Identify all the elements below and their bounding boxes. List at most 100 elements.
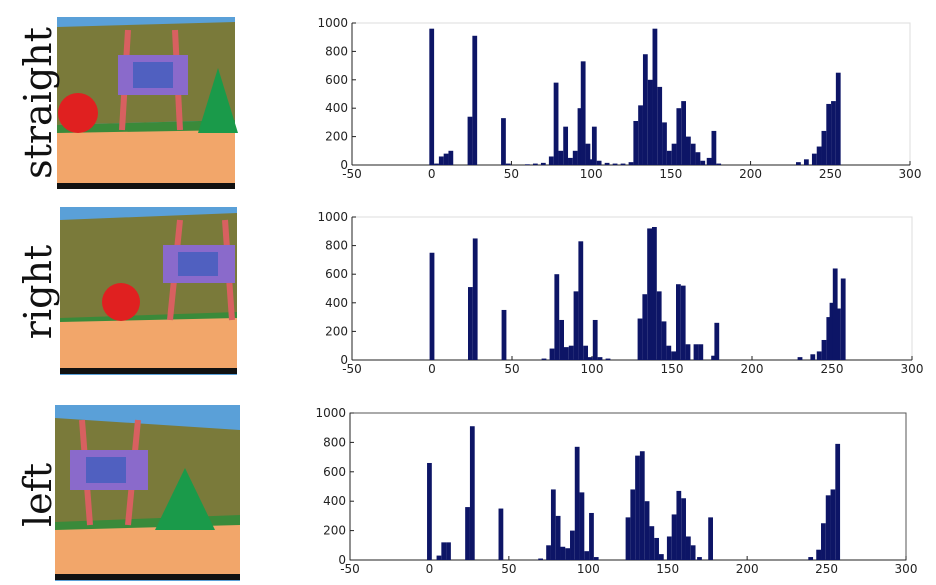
bar — [635, 455, 640, 560]
bar — [830, 489, 836, 560]
bar — [821, 523, 826, 560]
row-label: right — [16, 245, 60, 339]
bar — [570, 530, 575, 560]
y-tick-label: 400 — [325, 101, 348, 115]
x-tick-label: -50 — [342, 167, 362, 181]
bar — [706, 157, 712, 165]
y-tick-label: 0 — [338, 553, 346, 567]
bar — [429, 28, 435, 166]
bar — [578, 241, 584, 360]
x-tick-label: 200 — [741, 362, 764, 376]
bar — [554, 274, 560, 360]
bar — [573, 291, 579, 360]
y-tick-label: 200 — [325, 130, 348, 144]
bar — [553, 82, 559, 165]
bar — [836, 308, 841, 360]
x-tick-label: 150 — [661, 362, 684, 376]
bar — [538, 558, 544, 560]
bar — [548, 156, 554, 165]
bar — [676, 108, 682, 165]
bar — [690, 143, 696, 165]
bar — [658, 554, 664, 560]
bar — [676, 284, 681, 360]
x-tick-label: 0 — [428, 362, 436, 376]
bar — [639, 451, 645, 560]
bar — [835, 72, 841, 165]
bar — [716, 163, 722, 165]
x-tick-label: 150 — [659, 167, 682, 181]
x-tick-label: 100 — [577, 562, 600, 576]
bar — [816, 351, 822, 360]
x-tick-label: 250 — [815, 562, 838, 576]
bar — [816, 146, 822, 165]
row-label: left — [16, 463, 60, 527]
bar — [714, 322, 720, 360]
bar — [592, 319, 598, 360]
bar — [584, 551, 590, 560]
y-tick-label: 600 — [325, 73, 348, 87]
bar — [577, 108, 583, 165]
bar — [588, 357, 593, 360]
y-tick-label: 200 — [323, 524, 346, 538]
bar — [465, 507, 470, 560]
x-tick-label: 0 — [428, 167, 436, 181]
x-tick-label: 150 — [656, 562, 679, 576]
y-tick-label: 1000 — [317, 210, 348, 224]
bar — [803, 159, 809, 165]
bar — [642, 54, 648, 165]
x-tick-label: 50 — [504, 167, 519, 181]
bar — [550, 489, 556, 560]
bar — [540, 162, 546, 165]
bar — [671, 143, 677, 165]
bar — [448, 150, 454, 165]
y-tick-label: 400 — [323, 494, 346, 508]
bar — [680, 285, 686, 360]
bar — [560, 546, 566, 560]
bar — [434, 163, 439, 165]
bar — [427, 462, 432, 560]
bar — [630, 489, 636, 560]
bar — [711, 130, 717, 165]
bar — [816, 549, 822, 560]
x-tick-label: 50 — [501, 562, 516, 576]
bar — [498, 508, 504, 560]
bar — [700, 160, 706, 165]
bar — [568, 345, 574, 360]
bar — [642, 294, 648, 360]
bar — [524, 164, 530, 165]
x-tick-label: 100 — [580, 167, 603, 181]
bar — [647, 79, 653, 165]
bar — [690, 545, 696, 560]
bar — [685, 536, 691, 560]
bar — [467, 116, 473, 165]
bar — [633, 120, 639, 165]
bar — [593, 557, 599, 560]
bar — [583, 345, 588, 360]
bar — [579, 492, 585, 560]
bar — [825, 495, 831, 560]
bar — [810, 354, 816, 360]
x-tick-label: 300 — [901, 362, 924, 376]
bar — [681, 498, 686, 560]
bar — [647, 228, 652, 360]
bar — [591, 126, 597, 165]
y-tick-label: 800 — [325, 44, 348, 58]
bar — [563, 126, 569, 165]
bar — [676, 490, 682, 560]
bar — [826, 317, 832, 360]
x-tick-label: 300 — [899, 167, 922, 181]
bar — [468, 287, 473, 360]
x-tick-label: 250 — [821, 362, 844, 376]
scene-straight — [57, 17, 238, 189]
bar — [574, 446, 580, 560]
bar — [708, 517, 713, 560]
bar — [549, 348, 555, 360]
bar — [472, 35, 478, 165]
bar — [588, 159, 594, 165]
bar — [657, 86, 663, 165]
bar — [652, 28, 658, 166]
bar — [671, 351, 676, 360]
y-tick-label: 800 — [325, 239, 348, 253]
bar — [666, 345, 672, 360]
bar — [589, 512, 594, 560]
